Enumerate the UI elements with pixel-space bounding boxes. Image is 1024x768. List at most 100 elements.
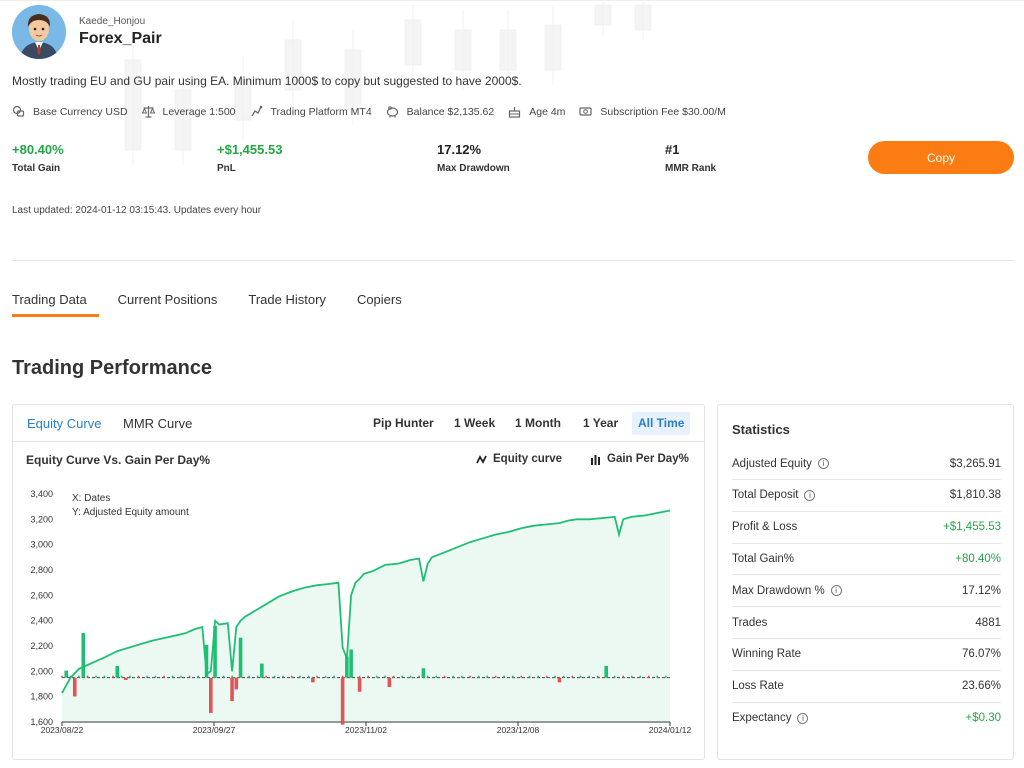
gain-bar [311, 677, 315, 683]
gain-bar-small [630, 675, 633, 678]
statistics-panel: Statistics Adjusted Equity i $3,265.91 Tota… [717, 404, 1014, 760]
stat-label: Trades [732, 617, 767, 629]
gain-bar-small [477, 675, 480, 678]
gain-bar-small [129, 675, 131, 678]
chart-panel: Equity Curve MMR Curve Pip Hunter 1 Week… [12, 404, 705, 760]
gain-bar [421, 668, 426, 678]
gain-bar [260, 663, 264, 678]
gain-bar [238, 637, 243, 678]
equity-chart[interactable]: 1,600 1,800 2,000 2,200 2,400 2,600 2,800 3,000… [13, 475, 703, 759]
gain-bar-small [324, 675, 327, 678]
gain-bar-small [95, 675, 97, 678]
gain-bar-small [137, 675, 140, 678]
info-icon[interactable]: i [804, 489, 816, 501]
chart-title: Equity Curve Vs. Gain Per Day% [26, 453, 211, 467]
range-1-week[interactable]: 1 Week [454, 416, 496, 430]
gain-bar-small [486, 675, 488, 678]
x-tick-label: 2023/09/27 [193, 725, 236, 735]
gain-bar-small [571, 675, 574, 678]
stat-label-text: Total Deposit [732, 489, 799, 502]
stat-label-text: Loss Rate [732, 680, 784, 693]
strategy-name: Forex_Pair [79, 30, 162, 47]
meta-platform-text: Trading Platform MT4 [270, 105, 372, 118]
copy-button[interactable]: Copy [868, 141, 1014, 174]
gain-bar-small [103, 675, 106, 678]
info-icon[interactable]: i [797, 712, 809, 724]
gain-bar-small [545, 675, 548, 678]
gain-bar-small [299, 675, 301, 678]
info-icon[interactable]: i [817, 458, 829, 469]
range-1-year[interactable]: 1 Year [583, 416, 619, 430]
gain-bar [604, 665, 609, 678]
gain-bar-small [520, 675, 522, 678]
stat-value: 4881 [975, 616, 1001, 629]
stat-label-text: Trades [732, 616, 768, 629]
legend-gain-label: Gain Per Day% [607, 453, 689, 465]
gain-bar-small [341, 675, 344, 678]
stat-row: Adjusted Equity i $3,265.91 [732, 448, 1001, 480]
gain-bar-small [622, 675, 625, 678]
stat-value: $1,810.38 [949, 489, 1001, 502]
stat-label: Max Drawdown % i [732, 585, 842, 597]
x-tick-label: 2024/01/12 [649, 725, 692, 735]
username: Kaede_Honjou [79, 16, 146, 27]
gain-bar [81, 633, 86, 678]
chart-note-y: Y: Adjusted Equity amount [72, 507, 189, 518]
gain-bar-small [197, 675, 199, 678]
gain-bar-small [554, 675, 557, 678]
background-candlestick-decoration [124, 0, 652, 165]
currency-icon [12, 105, 25, 117]
tab-mmr-curve[interactable]: MMR Curve [123, 416, 193, 431]
meta-leverage-text: Leverage 1:500 [162, 105, 236, 118]
gain-bar-small [265, 675, 267, 678]
y-tick-label: 2,000 [30, 666, 53, 676]
avatar[interactable] [12, 5, 66, 59]
stat-label: Winning Rate [732, 648, 801, 660]
y-tick-label: 3,400 [30, 489, 53, 499]
gain-bar-small [290, 675, 293, 678]
x-tick-label: 2023/08/22 [41, 725, 84, 735]
gain-bar-small [248, 675, 250, 678]
tab-trading-data[interactable]: Trading Data [12, 292, 99, 317]
stat-label: Adjusted Equity i [732, 458, 829, 470]
gain-bar-small [494, 675, 497, 678]
x-tick-label: 2023/11/02 [345, 725, 387, 735]
gain-bar-small [418, 675, 420, 678]
gain-bar-small [333, 675, 335, 678]
gain-bar-small [375, 675, 378, 678]
total-gain-label: Total Gain [12, 163, 61, 174]
gain-bar-small [613, 675, 616, 678]
meta-platform: Trading Platform MT4 [250, 105, 372, 118]
stat-row: Profit & Loss +$1,455.53 [732, 512, 1001, 544]
max-drawdown-value: 17.12% [437, 142, 482, 157]
gain-bar-small [273, 675, 276, 678]
gain-bar-small [188, 675, 191, 678]
legend-gain-per-day[interactable]: Gain Per Day% [590, 453, 689, 465]
tab-equity-curve[interactable]: Equity Curve [27, 416, 102, 431]
legend-equity-curve[interactable]: Equity curve [476, 453, 562, 465]
y-tick-label: 1,800 [30, 692, 53, 702]
stat-label-text: Profit & Loss [732, 521, 798, 534]
equity-line [61, 509, 671, 694]
tab-trade-history[interactable]: Trade History [248, 292, 326, 307]
meta-balance-text: Balance $2,135.62 [406, 105, 495, 118]
meta-base-currency-text: Base Currency USD [33, 105, 128, 118]
chart-note-x: X: Dates [72, 493, 110, 504]
gain-bar-small [282, 675, 284, 678]
range-pip-hunter[interactable]: Pip Hunter [373, 416, 434, 430]
info-icon[interactable]: i [830, 585, 842, 597]
stat-value: 76.07% [961, 648, 1001, 661]
gain-bar-small [78, 675, 80, 678]
range-1-month[interactable]: 1 Month [515, 416, 561, 430]
y-tick-label: 1,600 [30, 717, 53, 727]
range-all-time[interactable]: All Time [632, 412, 691, 435]
tab-copiers[interactable]: Copiers [356, 292, 402, 307]
max-drawdown-label: Max Drawdown [437, 163, 510, 174]
tab-current-positions[interactable]: Current Positions [117, 292, 218, 307]
stat-row: Trades 4881 [732, 607, 1001, 639]
pnl-label: PnL [217, 163, 236, 174]
gain-bar [72, 677, 77, 697]
total-gain-value: +80.40% [12, 142, 64, 157]
stat-max-drawdown: 17.12% Max Drawdown [437, 142, 510, 174]
gain-bar-small [61, 675, 63, 678]
